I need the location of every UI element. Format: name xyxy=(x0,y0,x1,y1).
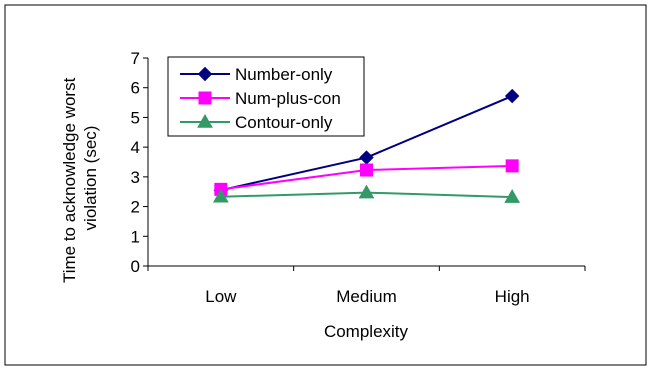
legend-item-number-only: Number-only xyxy=(180,65,333,84)
y-tick-label: 6 xyxy=(131,79,140,98)
data-point-contour-only xyxy=(504,189,521,203)
y-axis-title: Time to acknowledge worst violation (sec… xyxy=(60,73,100,283)
legend-label: Contour-only xyxy=(235,113,333,132)
series-layer xyxy=(212,88,521,203)
data-point-number-only xyxy=(504,88,520,104)
data-point-num-plus-con xyxy=(505,159,519,173)
y-tick-label: 4 xyxy=(131,138,140,157)
data-point-num-plus-con xyxy=(360,163,373,177)
data-point-contour-only xyxy=(212,188,229,203)
data-point-contour-only xyxy=(358,184,375,199)
y-axis-title-line-1: Time to acknowledge worst xyxy=(60,77,79,283)
legend-label: Number-only xyxy=(235,65,333,84)
x-tick-label: High xyxy=(495,287,530,306)
legend-marker xyxy=(198,91,212,105)
x-ticks: Low Medium High xyxy=(147,266,586,306)
x-axis-title: Complexity xyxy=(324,322,409,341)
y-tick-label: 3 xyxy=(131,168,140,187)
y-tick-label: 7 xyxy=(131,49,140,68)
legend-marker xyxy=(197,113,213,128)
y-tick-label: 0 xyxy=(131,257,140,276)
y-ticks: 0 1 2 3 4 5 6 7 xyxy=(131,49,148,276)
plot-area: 0 1 2 3 4 5 6 7 Low Medium High xyxy=(131,49,586,306)
legend: Number-only Num-plus-con Contour-only xyxy=(167,56,365,137)
y-tick-label: 5 xyxy=(131,108,140,127)
legend-marker xyxy=(197,66,213,82)
legend-item-num-plus-con: Num-plus-con xyxy=(180,89,341,108)
y-tick-label: 2 xyxy=(131,198,140,217)
x-tick-label: Medium xyxy=(336,287,396,306)
series-contour-only xyxy=(212,184,521,203)
x-tick-label: Low xyxy=(205,287,237,306)
legend-item-contour-only: Contour-only xyxy=(180,113,333,132)
series-num-plus-con xyxy=(214,159,519,196)
y-tick-label: 1 xyxy=(131,227,140,246)
y-axis-title-line-2: violation (sec) xyxy=(81,126,100,231)
legend-label: Num-plus-con xyxy=(235,89,341,108)
